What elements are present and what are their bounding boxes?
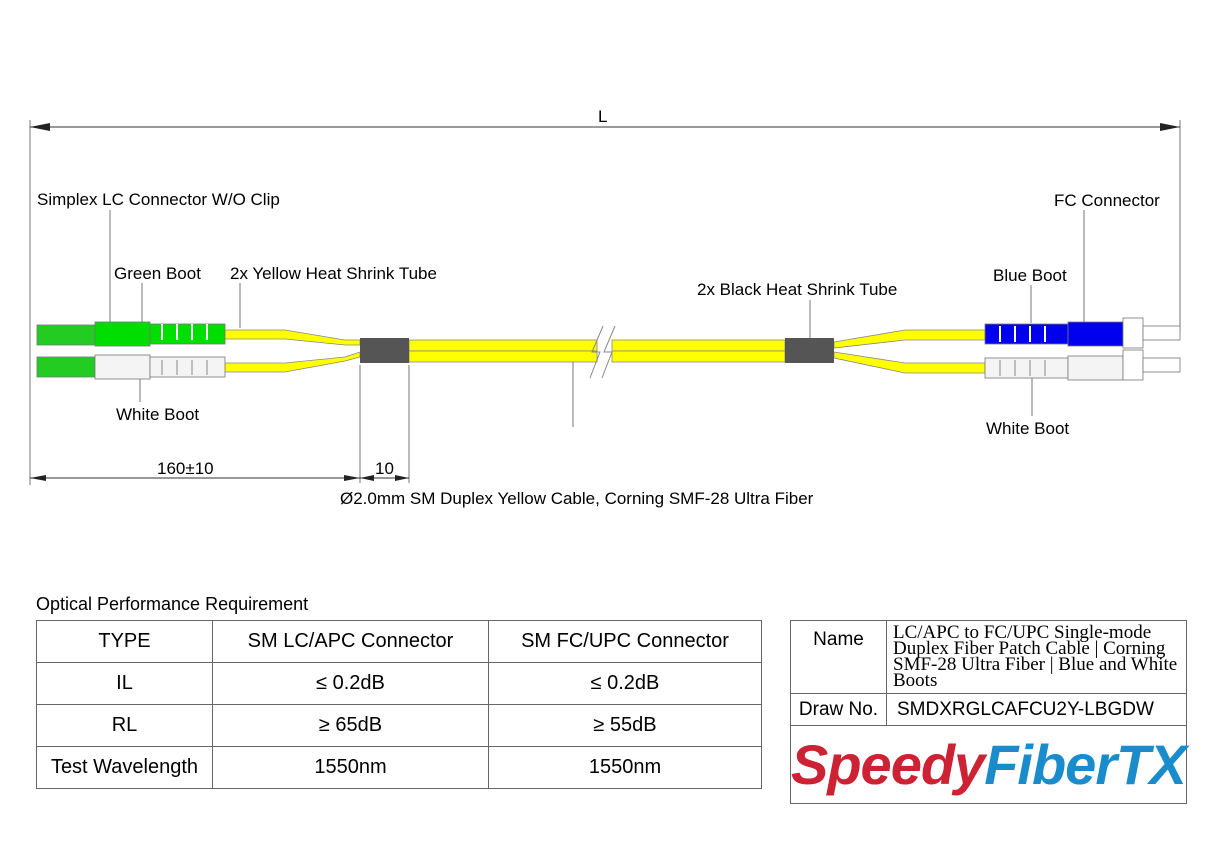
length-label: L (598, 107, 608, 126)
table-cell: ≥ 65dB (212, 704, 489, 747)
draw-value: SMDXRGLCAFCU2Y-LBGDW (886, 693, 1187, 726)
yellow-tube-label: 2x Yellow Heat Shrink Tube (230, 264, 437, 283)
fc-connector-label: FC Connector (1054, 191, 1160, 210)
green-boot-label: Green Boot (114, 264, 201, 283)
header-cell: TYPE (36, 620, 213, 663)
table-cell: ≤ 0.2dB (488, 662, 762, 705)
black-shrink-tube-right (785, 338, 834, 363)
white-boot-right-label: White Boot (986, 419, 1070, 438)
table-cell: RL (36, 704, 213, 747)
performance-title: Optical Performance Requirement (36, 594, 309, 614)
blue-boot-label: Blue Boot (993, 266, 1067, 285)
header-cell: SM FC/UPC Connector (488, 620, 762, 663)
performance-table: TYPE SM LC/APC Connector SM FC/UPC Connect… (36, 620, 762, 789)
title-block: Name LC/APC to FC/UPC Single-mode Duplex … (790, 620, 1187, 804)
table-row: RL ≥ 65dB ≥ 55dB (36, 704, 762, 747)
logo: SpeedyFiberTX (790, 725, 1187, 804)
table-cell: ≤ 0.2dB (212, 662, 489, 705)
draw-label: Draw No. (790, 693, 887, 726)
yellow-cable (224, 329, 986, 374)
blue-boot (984, 323, 1069, 345)
name-value: LC/APC to FC/UPC Single-mode Duplex Fibe… (886, 620, 1187, 694)
lc-connector-bottom (36, 356, 96, 378)
table-row: Test Wavelength 1550nm 1550nm (36, 746, 762, 789)
table-row: IL ≤ 0.2dB ≤ 0.2dB (36, 662, 762, 705)
tube-dimension: 10 (375, 459, 394, 478)
lc-connector-label: Simplex LC Connector W/O Clip (37, 190, 280, 209)
green-boot (94, 321, 151, 347)
black-shrink-tube-left (360, 338, 409, 363)
table-cell: Test Wavelength (36, 746, 213, 789)
table-cell: 1550nm (212, 746, 489, 789)
white-boot-left-label: White Boot (116, 405, 200, 424)
white-boot-right (984, 357, 1069, 379)
fc-nut-bottom (1122, 349, 1144, 381)
table-cell: ≥ 55dB (488, 704, 762, 747)
name-label: Name (790, 620, 887, 694)
logo-speedy: Speedy (791, 733, 985, 796)
table-cell: IL (36, 662, 213, 705)
lc-connector-top (36, 324, 96, 346)
white-boot-left (94, 354, 151, 380)
logo-fibertx: FiberTX (984, 733, 1186, 796)
black-tube-label: 2x Black Heat Shrink Tube (697, 280, 898, 299)
cable-caption: Ø2.0mm SM Duplex Yellow Cable, Corning S… (340, 489, 814, 508)
header-cell: SM LC/APC Connector (212, 620, 489, 663)
fc-nut-top (1122, 317, 1144, 349)
table-header-row: TYPE SM LC/APC Connector SM FC/UPC Connect… (36, 620, 762, 663)
breakout-dimension: 160±10 (157, 459, 214, 478)
table-cell: 1550nm (488, 746, 762, 789)
